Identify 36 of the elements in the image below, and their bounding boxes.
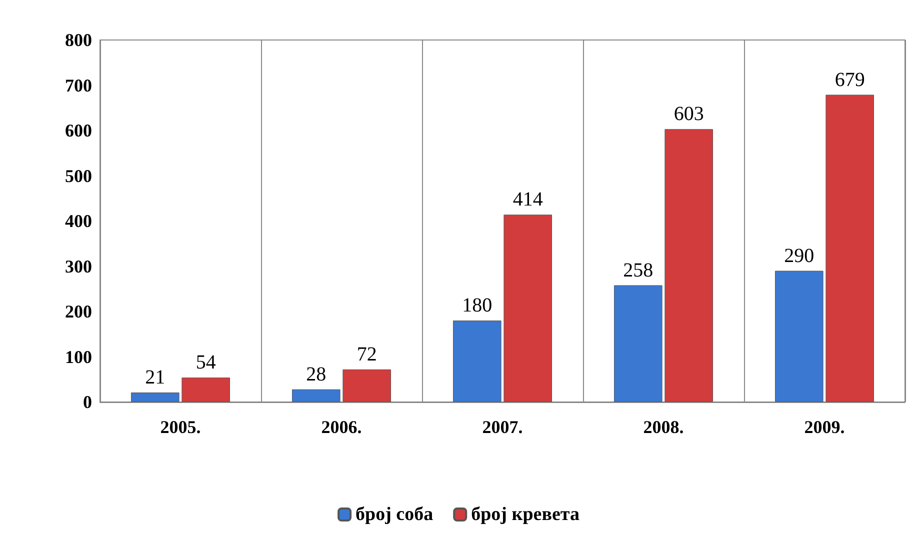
- y-tick-label: 100: [65, 346, 92, 367]
- x-tick-label: 2009.: [804, 417, 845, 437]
- data-label: 679: [834, 68, 865, 91]
- bar: [292, 389, 340, 402]
- bar: [774, 270, 824, 402]
- data-label: 290: [784, 244, 814, 267]
- data-label: 603: [674, 103, 704, 126]
- bar: [452, 320, 502, 402]
- data-label: 258: [623, 259, 654, 282]
- data-label: 54: [196, 352, 216, 374]
- y-tick-label: 200: [65, 302, 92, 322]
- data-label: 28: [306, 363, 326, 386]
- data-label: 414: [512, 188, 543, 211]
- y-tick-label: 300: [65, 256, 92, 276]
- y-tick-label: 700: [65, 75, 92, 96]
- bar: [342, 369, 392, 402]
- x-tick-label: 2005.: [160, 417, 201, 437]
- x-tick-label: 2006.: [321, 417, 362, 437]
- y-tick-label: 0: [83, 392, 92, 412]
- legend-label: број кревета: [471, 504, 580, 525]
- bar: [664, 129, 714, 402]
- legend-label: број соба: [356, 504, 434, 525]
- data-label: 21: [145, 366, 166, 388]
- y-tick-label: 800: [65, 30, 92, 50]
- y-tick-label: 500: [65, 166, 92, 186]
- y-tick-label: 400: [65, 211, 92, 231]
- x-tick-label: 2008.: [643, 417, 684, 437]
- data-label: 72: [356, 343, 377, 366]
- data-label: 180: [462, 294, 492, 317]
- x-tick-label: 2007.: [482, 417, 523, 437]
- bar: [826, 94, 874, 402]
- y-tick-label: 600: [65, 120, 92, 140]
- bar: [614, 285, 662, 402]
- bar: [182, 378, 230, 402]
- bar: [504, 214, 552, 402]
- bar: [130, 392, 180, 402]
